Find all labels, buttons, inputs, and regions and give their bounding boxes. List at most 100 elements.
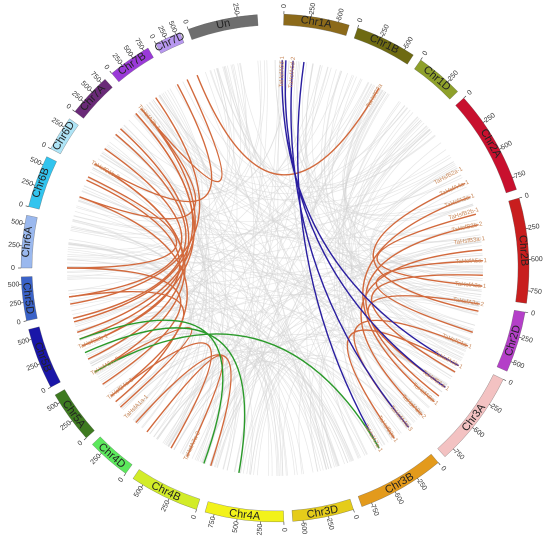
chromosome-block-chr4d xyxy=(92,436,133,474)
chromosome-block-chr3b xyxy=(357,453,439,507)
background-link xyxy=(121,254,483,409)
background-link xyxy=(344,88,483,281)
background-link xyxy=(115,349,287,476)
background-link xyxy=(233,64,368,455)
background-link xyxy=(68,238,327,470)
tick-mark xyxy=(80,99,84,102)
chromosome-block-chr3d xyxy=(291,498,354,522)
tick-mark xyxy=(119,62,123,66)
tick-label: 250 xyxy=(528,223,541,232)
chromosome-label: Un xyxy=(215,17,231,32)
tick-mark xyxy=(195,509,197,513)
chromosome-label: Chr6A xyxy=(20,225,35,258)
background-link xyxy=(350,125,429,409)
tick-label: 500 xyxy=(403,36,415,50)
chromosome-block-chr4b xyxy=(132,469,201,510)
background-link xyxy=(239,62,474,333)
background-link xyxy=(92,167,195,418)
tick-mark xyxy=(519,337,523,339)
chromosome-block-chr2d xyxy=(496,310,526,372)
background-link xyxy=(173,361,352,462)
background-link xyxy=(342,186,467,448)
tick-label: 0 xyxy=(439,465,447,473)
background-link xyxy=(119,100,207,408)
background-link xyxy=(167,89,226,455)
background-link xyxy=(342,101,424,414)
background-link xyxy=(164,91,270,476)
background-link xyxy=(68,288,448,386)
background-link xyxy=(225,65,469,345)
chromosome-block-chr7d xyxy=(155,32,185,54)
blue-link xyxy=(284,60,446,388)
chromosome-block-chr7a xyxy=(74,79,113,119)
orange-link xyxy=(68,290,185,397)
orange-link xyxy=(375,260,483,333)
tick-mark xyxy=(21,223,25,225)
background-link xyxy=(89,331,225,465)
background-link xyxy=(120,127,436,201)
background-link xyxy=(107,62,247,192)
gene-label: TaHsfA5a-1 xyxy=(455,258,487,265)
orange-link xyxy=(110,342,213,449)
tick-label: 250 xyxy=(8,242,20,250)
background-link xyxy=(302,62,472,217)
tick-mark xyxy=(47,386,51,389)
background-link xyxy=(197,74,367,455)
gene-label: TaHsfA3a-1 xyxy=(444,193,476,210)
background-link xyxy=(240,354,418,474)
tick-mark xyxy=(447,79,451,83)
tick-label: 0 xyxy=(65,103,72,111)
background-link xyxy=(82,188,366,456)
tick-label: 0 xyxy=(422,50,430,57)
tick-label: 0 xyxy=(11,265,15,272)
orange-link xyxy=(372,182,479,312)
background-link xyxy=(79,321,296,476)
tick-mark xyxy=(174,31,177,35)
background-link xyxy=(349,142,442,426)
tick-mark xyxy=(25,205,29,207)
tick-mark xyxy=(404,46,407,50)
tick-mark xyxy=(109,70,112,74)
background-link xyxy=(72,305,298,475)
orange-link xyxy=(367,295,480,388)
tick-label: 250 xyxy=(520,335,533,345)
background-link xyxy=(83,87,380,350)
tick-mark xyxy=(61,125,64,128)
chromosome-block-chr7b xyxy=(111,47,154,83)
background-link xyxy=(117,131,207,438)
background-link xyxy=(100,154,452,380)
tick-label: 750 xyxy=(513,170,527,181)
tick-label: 750 xyxy=(530,288,542,296)
background-link xyxy=(128,119,354,461)
background-link xyxy=(345,119,422,426)
tick-label: 0 xyxy=(40,141,47,149)
tick-mark xyxy=(328,516,330,520)
orange-link xyxy=(140,79,223,183)
background-link xyxy=(157,205,474,440)
tick-mark xyxy=(213,514,215,518)
background-link xyxy=(105,147,483,271)
orange-link xyxy=(196,74,380,176)
tick-mark xyxy=(489,404,492,407)
gene-label: TaHsfA6d-1 xyxy=(279,55,286,87)
tick-label: 0 xyxy=(40,387,47,395)
chromosome-block-chr2b xyxy=(508,197,530,304)
background-link xyxy=(140,108,430,195)
tick-label: 0 xyxy=(77,440,85,448)
orange-link xyxy=(346,329,459,439)
background-link xyxy=(92,60,290,201)
background-link xyxy=(77,294,479,334)
background-link xyxy=(184,364,329,470)
tick-mark xyxy=(141,47,144,51)
chromosome-block-chr3a xyxy=(437,374,504,457)
background-link xyxy=(246,122,425,475)
background-link xyxy=(200,237,481,463)
chromosome-block-chr6a xyxy=(20,215,38,269)
tick-label: 250 xyxy=(59,420,73,433)
orange-link xyxy=(94,84,213,203)
tick-label: 500 xyxy=(299,522,307,534)
chromosome-label: Chr2A xyxy=(478,127,504,161)
tick-label: 0 xyxy=(357,17,365,23)
background-link xyxy=(70,255,483,307)
